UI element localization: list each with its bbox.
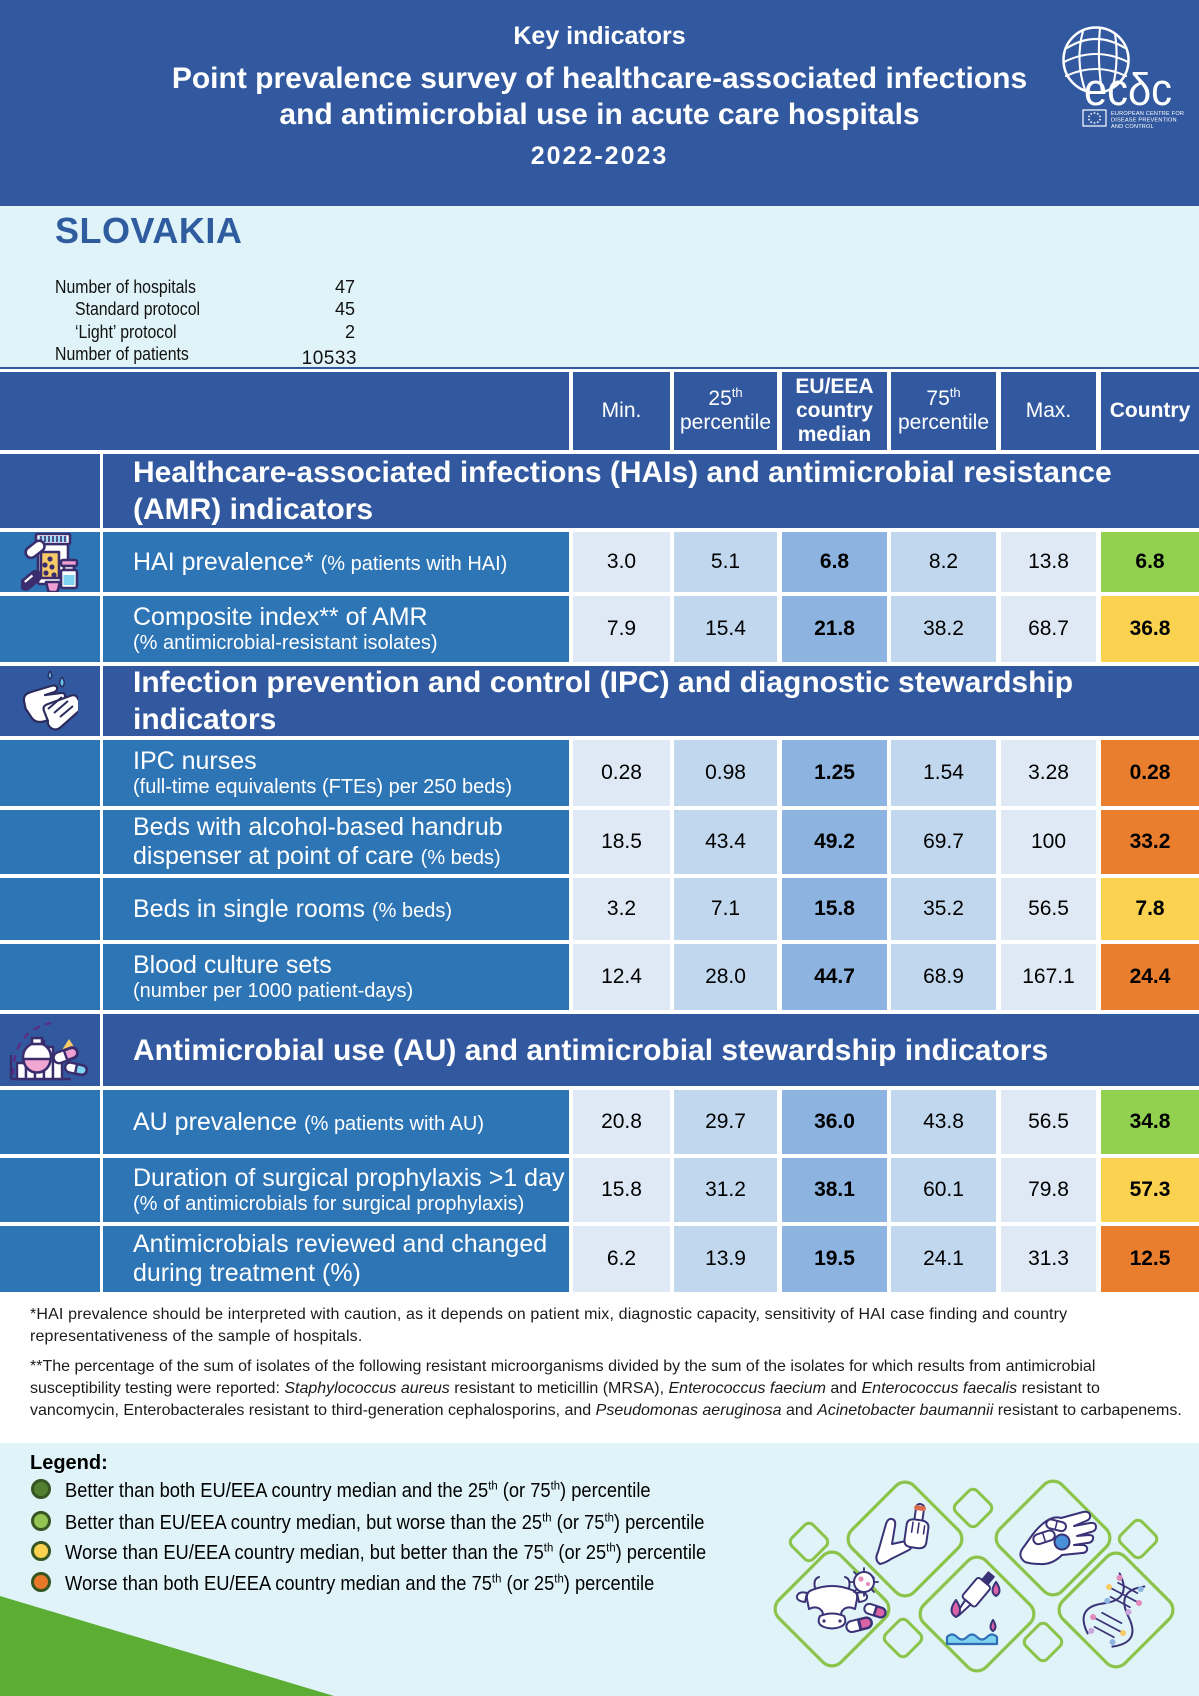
svg-text:AND CONTROL: AND CONTROL bbox=[1111, 124, 1154, 130]
svg-text:EUROPEAN CENTRE FOR: EUROPEAN CENTRE FOR bbox=[1111, 111, 1184, 117]
svg-text:ecδc: ecδc bbox=[1084, 64, 1172, 115]
svg-text:DISEASE PREVENTION: DISEASE PREVENTION bbox=[1111, 118, 1177, 124]
